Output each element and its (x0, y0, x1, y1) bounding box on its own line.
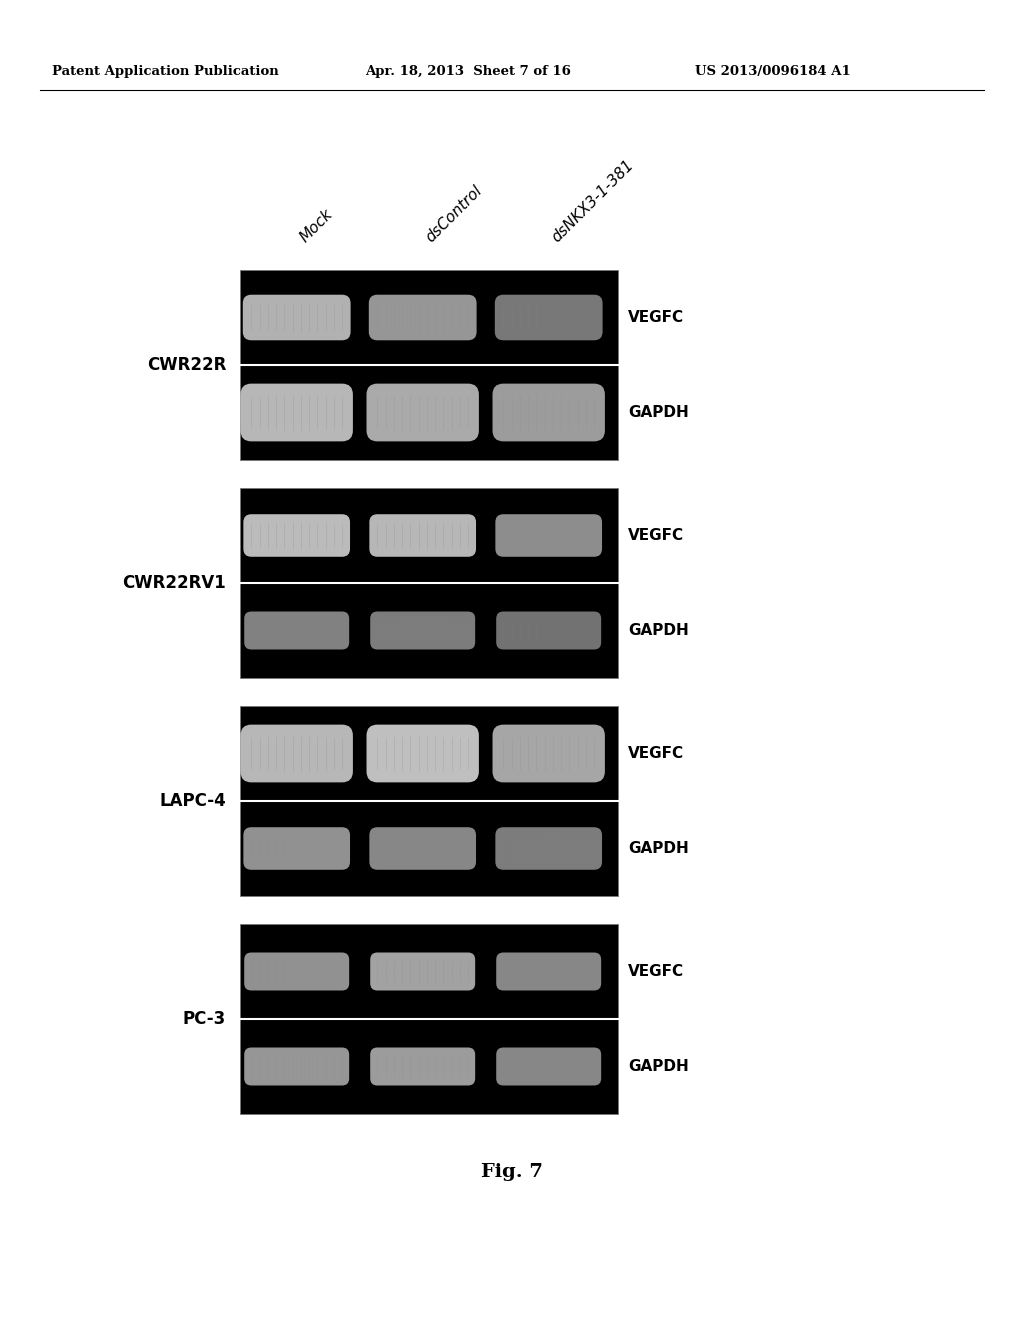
Text: CWR22R: CWR22R (146, 356, 226, 374)
Text: dsNKX3-1-381: dsNKX3-1-381 (549, 157, 637, 246)
FancyBboxPatch shape (493, 384, 605, 441)
Text: LAPC-4: LAPC-4 (160, 792, 226, 810)
FancyBboxPatch shape (367, 725, 479, 783)
Text: VEGFC: VEGFC (628, 746, 684, 762)
Text: VEGFC: VEGFC (628, 528, 684, 543)
FancyBboxPatch shape (497, 611, 601, 649)
FancyBboxPatch shape (244, 611, 349, 649)
FancyBboxPatch shape (241, 384, 353, 441)
Text: GAPDH: GAPDH (628, 623, 689, 638)
FancyBboxPatch shape (496, 515, 602, 557)
FancyBboxPatch shape (243, 294, 350, 341)
Text: dsControl: dsControl (423, 182, 485, 246)
Text: Fig. 7: Fig. 7 (481, 1163, 543, 1181)
FancyBboxPatch shape (371, 611, 475, 649)
FancyBboxPatch shape (367, 384, 479, 441)
Text: GAPDH: GAPDH (628, 405, 689, 420)
Text: VEGFC: VEGFC (628, 964, 684, 979)
Text: VEGFC: VEGFC (628, 310, 684, 325)
FancyBboxPatch shape (371, 953, 475, 990)
Text: Apr. 18, 2013  Sheet 7 of 16: Apr. 18, 2013 Sheet 7 of 16 (365, 66, 570, 78)
Text: GAPDH: GAPDH (628, 841, 689, 855)
Bar (240, 706, 618, 896)
Text: US 2013/0096184 A1: US 2013/0096184 A1 (695, 66, 851, 78)
FancyBboxPatch shape (370, 828, 476, 870)
FancyBboxPatch shape (244, 828, 350, 870)
FancyBboxPatch shape (241, 725, 353, 783)
Bar (240, 271, 618, 459)
FancyBboxPatch shape (370, 515, 476, 557)
FancyBboxPatch shape (496, 828, 602, 870)
FancyBboxPatch shape (371, 1048, 475, 1085)
FancyBboxPatch shape (369, 294, 476, 341)
FancyBboxPatch shape (244, 953, 349, 990)
Text: PC-3: PC-3 (182, 1010, 226, 1028)
Text: CWR22RV1: CWR22RV1 (122, 574, 226, 591)
FancyBboxPatch shape (493, 725, 605, 783)
FancyBboxPatch shape (244, 515, 350, 557)
FancyBboxPatch shape (495, 294, 602, 341)
Text: Patent Application Publication: Patent Application Publication (52, 66, 279, 78)
FancyBboxPatch shape (497, 953, 601, 990)
FancyBboxPatch shape (497, 1048, 601, 1085)
Text: GAPDH: GAPDH (628, 1059, 689, 1074)
Bar (240, 488, 618, 678)
Bar (240, 924, 618, 1114)
Text: Mock: Mock (297, 206, 336, 246)
FancyBboxPatch shape (244, 1048, 349, 1085)
